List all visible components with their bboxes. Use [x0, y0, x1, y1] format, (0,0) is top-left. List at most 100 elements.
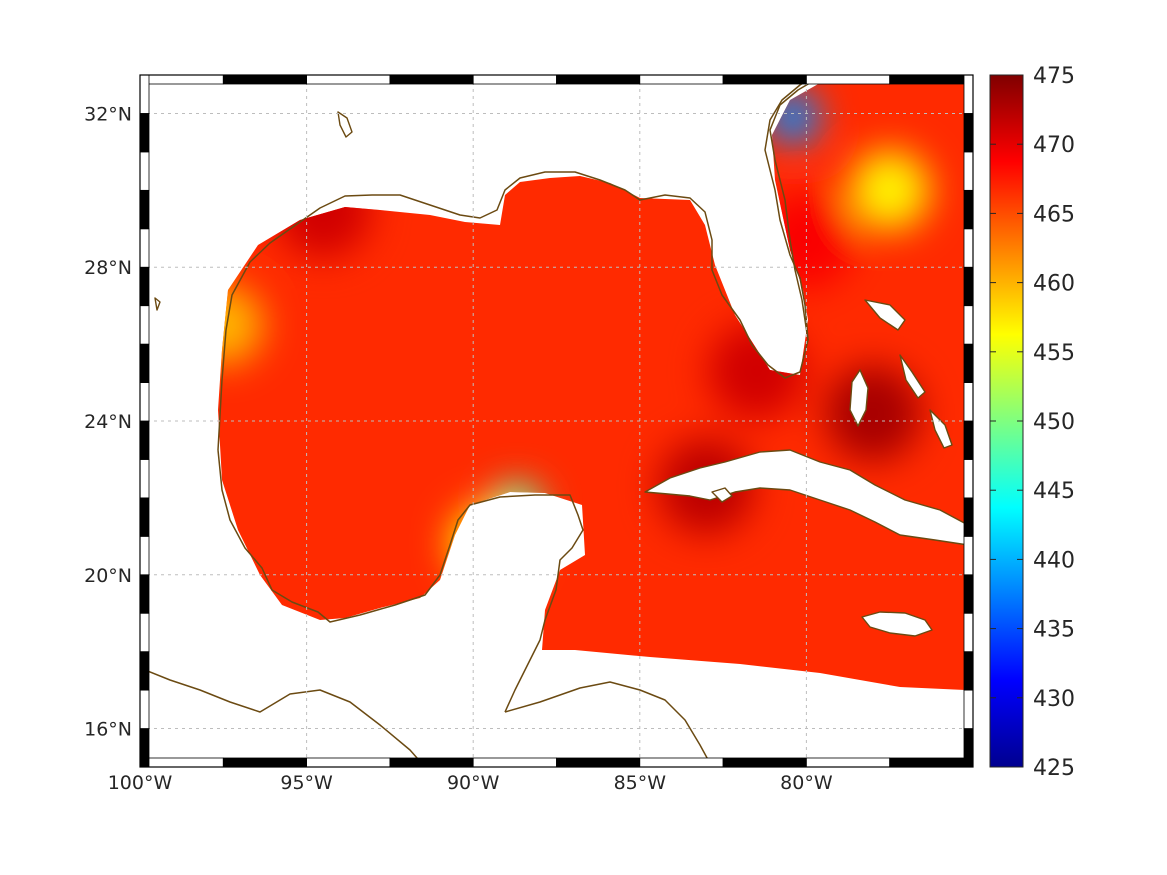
frame-segment [963, 266, 974, 307]
frame-segment [963, 151, 974, 191]
field-high-blob [825, 365, 922, 462]
honduras-coast [504, 681, 713, 767]
frame-segment [389, 74, 474, 85]
frame-segment [963, 574, 974, 614]
colorbar-tick-label: 465 [1033, 202, 1075, 227]
colorbar: 475 470 465 460 455 450 445 440 435 430 425 [989, 64, 1075, 781]
frame-segment [139, 420, 150, 460]
frame-segment [889, 757, 974, 768]
frame-segment [722, 757, 807, 768]
longitude-tick-label: 90°W [447, 772, 500, 794]
longitude-tick-label: 95°W [280, 772, 333, 794]
frame-segment [963, 420, 974, 460]
latitude-tick-label: 24°N [84, 411, 132, 433]
frame-segment [139, 535, 150, 576]
frame-segment [963, 612, 974, 653]
frame-segment [139, 113, 150, 153]
small-islet [154, 297, 161, 311]
frame-segment [963, 343, 974, 383]
frame-segment [722, 74, 807, 85]
frame-segment [963, 651, 974, 691]
frame-segment [139, 305, 150, 345]
lake-island [337, 111, 353, 138]
frame-segment [963, 382, 974, 422]
colorbar-tick-label: 475 [1033, 64, 1075, 89]
frame-segment [139, 459, 150, 499]
longitude-labels: 100°W 95°W 90°W 85°W 80°W [108, 772, 833, 794]
latitude-tick-label: 32°N [84, 103, 132, 125]
frame-segment [139, 382, 150, 422]
frame-segment [472, 74, 557, 85]
field-high-blob [275, 161, 372, 258]
frame-segment [889, 74, 974, 85]
field-high-blob [708, 323, 805, 420]
frame-segment [139, 612, 150, 653]
bahamas-long [929, 409, 953, 449]
frame-segment [139, 189, 150, 230]
frame-segment [389, 757, 474, 768]
colorbar-tick-label: 445 [1033, 479, 1075, 504]
frame-segment [139, 757, 224, 768]
frame-segment [139, 497, 150, 537]
frame-segment [139, 266, 150, 307]
colorbar-tick-label: 460 [1033, 272, 1075, 297]
colorbar-tick-label: 450 [1033, 410, 1075, 435]
frame-segment [222, 74, 308, 85]
colorbar-tick-label: 440 [1033, 548, 1075, 573]
frame-segment [139, 651, 150, 691]
longitude-tick-label: 80°W [780, 772, 833, 794]
frame-segment [139, 74, 224, 85]
frame-segment [963, 689, 974, 729]
us-gulf-coast [217, 75, 816, 451]
frame-segment [963, 305, 974, 345]
longitude-tick-label: 85°W [614, 772, 667, 794]
mexico-gulf-coast [217, 449, 584, 713]
frame-segment [139, 343, 150, 383]
bahamas-abaco [864, 299, 906, 331]
atlantic-coast [769, 76, 821, 341]
frame-segment [963, 228, 974, 268]
frame-segment [306, 74, 391, 85]
map-frame [139, 74, 974, 768]
frame-segment [222, 757, 308, 768]
latitude-tick-label: 20°N [84, 565, 132, 587]
longitude-tick-label: 100°W [108, 772, 173, 794]
isla-juventud [711, 487, 733, 503]
colorbar-tick-label: 430 [1033, 687, 1075, 712]
frame-segment [963, 728, 974, 768]
frame-segment [556, 74, 641, 85]
latitude-labels: 16°N 20°N 24°N 28°N 32°N [84, 103, 132, 740]
bahamas-eleuthera [899, 354, 926, 399]
field-moderate-blob [849, 150, 930, 231]
frame-segment [963, 497, 974, 537]
jamaica-island [861, 611, 933, 637]
colorbar-tick-label: 455 [1033, 341, 1075, 366]
frame-segment [963, 459, 974, 499]
colorbar-ticks: 475 470 465 460 455 450 445 440 435 430 425 [990, 64, 1075, 781]
frame-segment [963, 113, 974, 153]
field-low-blob [490, 483, 543, 536]
coastlines [140, 75, 821, 767]
frame-segment [963, 189, 974, 230]
frame-segment [139, 728, 150, 768]
land-layer [154, 111, 969, 637]
frame-segment [639, 74, 724, 85]
pacific-coast [140, 667, 426, 767]
frame-segment [556, 757, 641, 768]
frame-segment [139, 228, 150, 268]
colorbar-tick-label: 425 [1033, 756, 1075, 781]
frame-segment [139, 574, 150, 614]
frame-segment [139, 74, 150, 114]
field-moderate-blob [218, 284, 264, 365]
frame-segment [306, 757, 391, 768]
latitude-tick-label: 28°N [84, 257, 132, 279]
frame-segment [639, 757, 724, 768]
colorbar-tick-label: 435 [1033, 618, 1075, 643]
frame-segment [806, 74, 891, 85]
frame-segment [472, 757, 557, 768]
frame-border [139, 74, 974, 768]
frame-segment [963, 74, 974, 114]
frame-segment [963, 535, 974, 576]
bahamas-andros [849, 369, 869, 427]
